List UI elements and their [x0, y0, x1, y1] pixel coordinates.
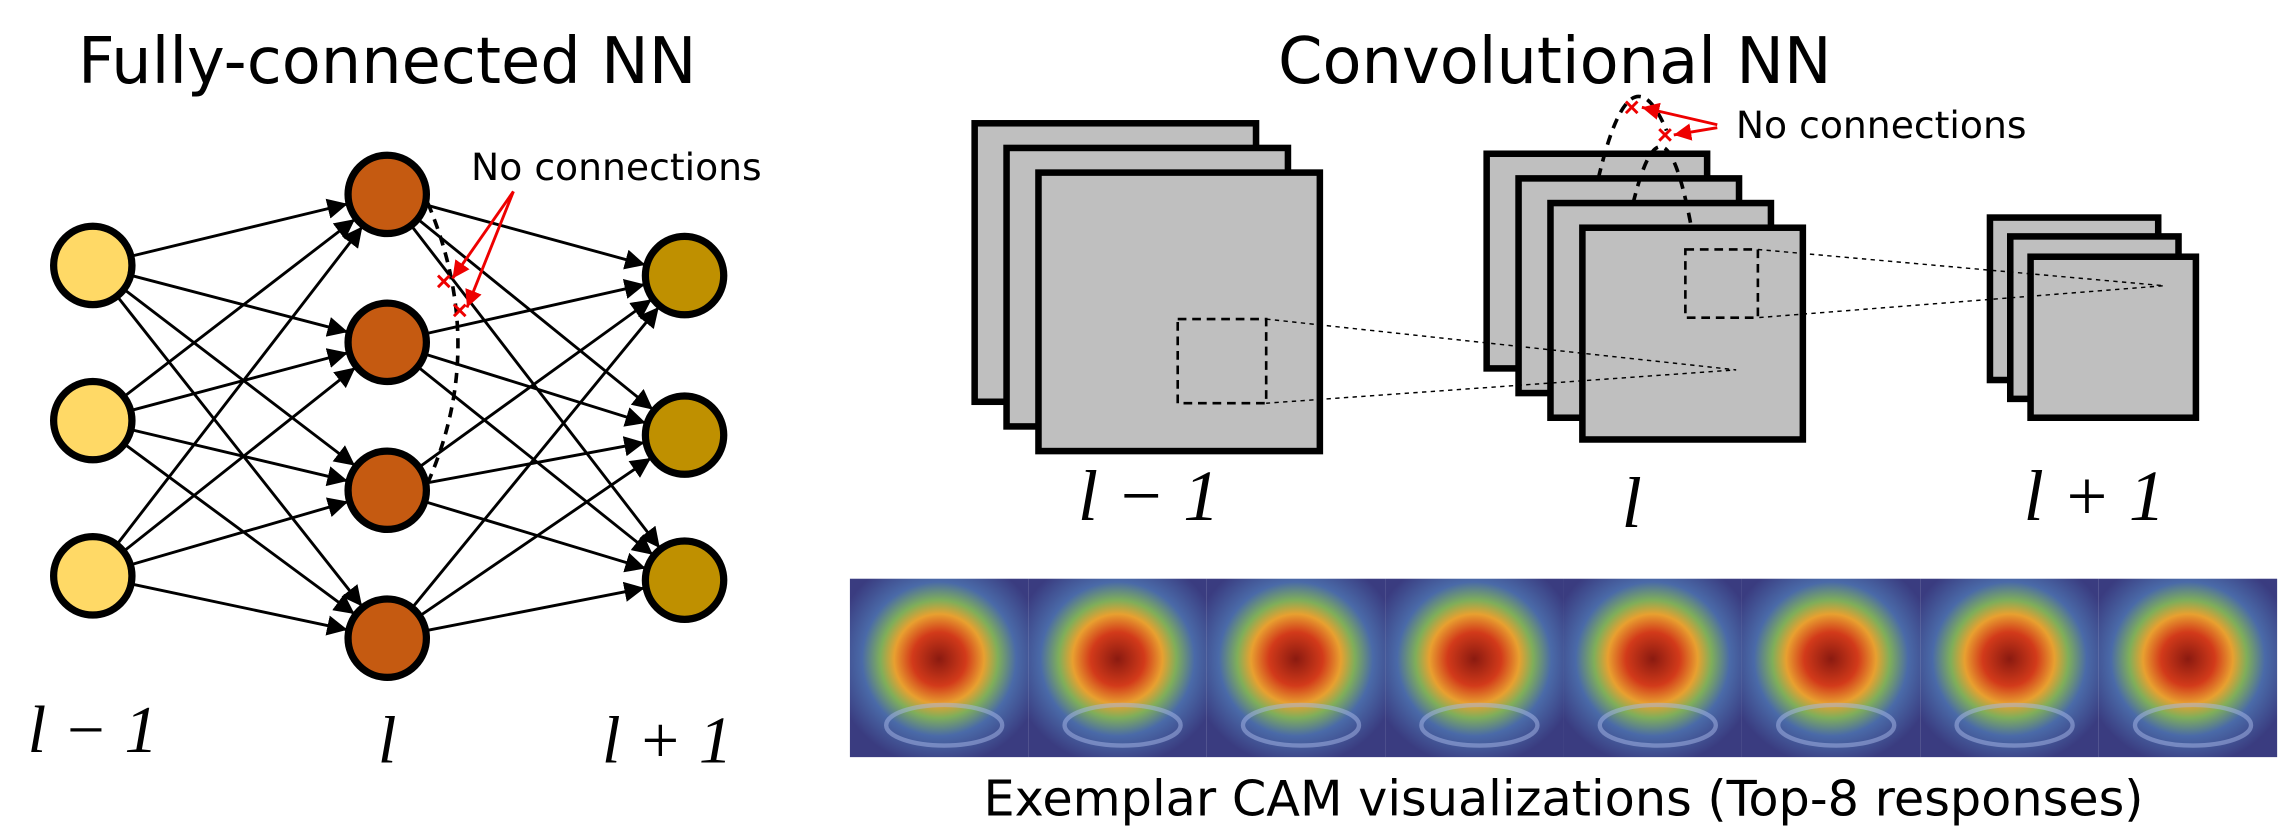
neuron — [348, 303, 426, 381]
neuron — [645, 236, 723, 314]
connection — [426, 588, 645, 631]
cnn-layer-label: l — [1622, 462, 1642, 543]
connection — [123, 368, 355, 552]
connection — [426, 443, 645, 484]
connection — [412, 307, 659, 608]
connection — [131, 275, 348, 332]
connection — [124, 219, 355, 397]
connection — [418, 219, 653, 410]
neuron — [54, 381, 132, 459]
connection — [117, 296, 362, 606]
cnn-layer-label: l + 1 — [2024, 455, 2166, 536]
neuron — [645, 396, 723, 474]
neuron — [54, 537, 132, 615]
connection — [419, 299, 652, 467]
neuron — [645, 541, 723, 619]
no-connection-marks — [1626, 102, 1717, 141]
connection — [124, 289, 355, 465]
fc-layer-label: l — [378, 704, 397, 777]
cam-strip — [850, 579, 2277, 757]
cnn-annotation: No connections — [1736, 103, 2027, 147]
feature-maps — [975, 123, 2196, 451]
connection — [130, 502, 348, 565]
connection — [425, 205, 645, 265]
fc-layer-label: l − 1 — [28, 694, 158, 767]
fc-network — [54, 155, 724, 677]
cnn-layer-label: l − 1 — [1078, 455, 1220, 536]
neuron — [348, 451, 426, 529]
neuron — [348, 155, 426, 233]
connection — [117, 227, 363, 545]
cam-caption: Exemplar CAM visualizations (Top-8 respo… — [984, 770, 2144, 828]
fc-annotation: No connections — [471, 145, 762, 189]
connection — [131, 353, 348, 411]
connection — [131, 584, 347, 630]
neuron — [54, 226, 132, 304]
connection — [425, 502, 646, 569]
cnn-title: Convolutional NN — [1278, 25, 1832, 99]
figure: Fully-connected NN Convolutional NN No c… — [0, 0, 2280, 834]
fc-layer-label: l + 1 — [602, 704, 732, 777]
fc-title: Fully-connected NN — [78, 25, 697, 99]
neuron — [348, 599, 426, 677]
